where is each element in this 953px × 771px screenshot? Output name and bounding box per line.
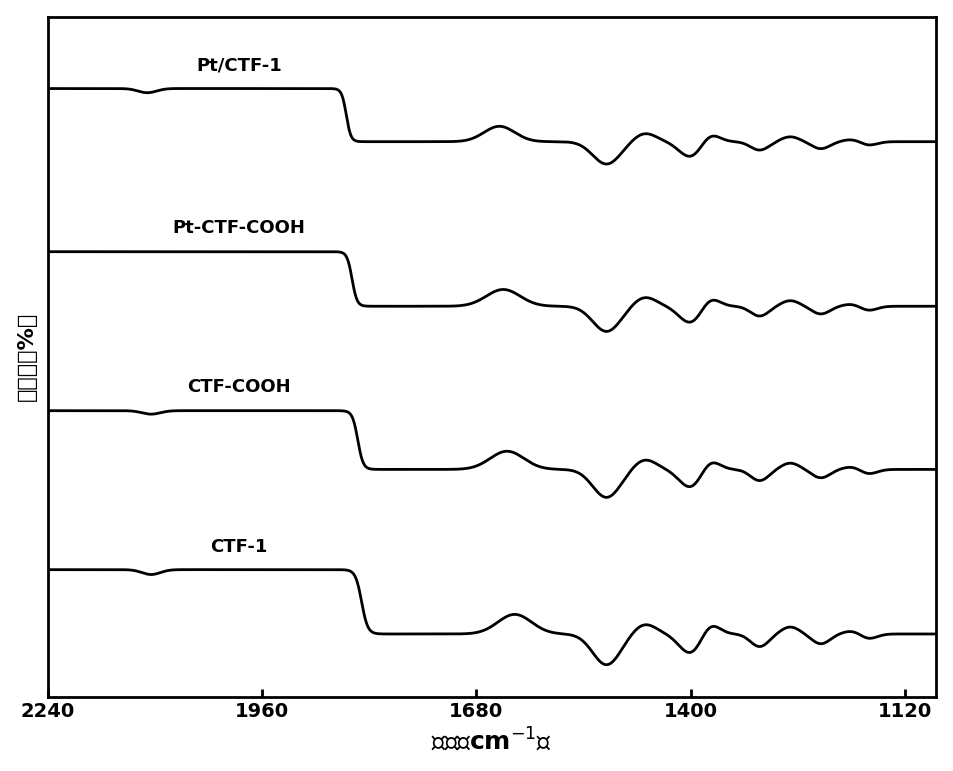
Y-axis label: 透过率（%）: 透过率（%） <box>16 312 36 402</box>
Text: CTF-1: CTF-1 <box>211 537 268 556</box>
Text: CTF-COOH: CTF-COOH <box>187 379 291 396</box>
X-axis label: 波数（cm$^{-1}$）: 波数（cm$^{-1}$） <box>431 726 552 754</box>
Text: Pt-CTF-COOH: Pt-CTF-COOH <box>172 219 305 237</box>
Text: Pt/CTF-1: Pt/CTF-1 <box>196 56 282 75</box>
